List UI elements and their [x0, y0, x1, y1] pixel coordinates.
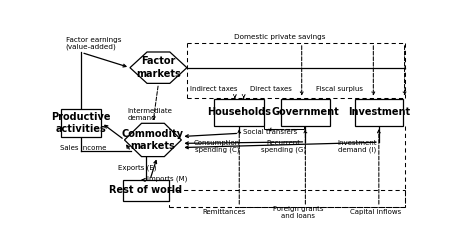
Text: Foreign grants
and loans: Foreign grants and loans: [273, 206, 323, 219]
Text: Domestic private savings: Domestic private savings: [234, 34, 326, 41]
Text: Intermediate
demand: Intermediate demand: [127, 108, 172, 121]
Text: Commodity
markets: Commodity markets: [122, 129, 184, 151]
Polygon shape: [130, 52, 187, 83]
FancyBboxPatch shape: [281, 99, 330, 126]
FancyBboxPatch shape: [214, 99, 264, 126]
Text: Sales income: Sales income: [60, 145, 107, 151]
Text: Remittances: Remittances: [202, 209, 246, 215]
Text: Investment
demand (I): Investment demand (I): [337, 140, 376, 153]
Text: (value-added): (value-added): [66, 44, 117, 50]
Text: Productive
activities: Productive activities: [52, 112, 111, 134]
FancyBboxPatch shape: [61, 109, 101, 137]
Text: Recurrent
spending (G): Recurrent spending (G): [261, 140, 306, 153]
Text: Indirect taxes: Indirect taxes: [190, 86, 237, 92]
Text: Factor
markets: Factor markets: [136, 57, 181, 79]
Text: Households: Households: [207, 107, 271, 117]
FancyBboxPatch shape: [355, 99, 403, 126]
Text: Fiscal surplus: Fiscal surplus: [316, 86, 364, 92]
Text: Capital inflows: Capital inflows: [350, 209, 401, 215]
Text: Imports (M): Imports (M): [147, 175, 188, 182]
Text: Investment: Investment: [348, 107, 410, 117]
Text: Rest of world: Rest of world: [109, 185, 182, 195]
Text: Exports (E): Exports (E): [118, 165, 156, 171]
Text: Direct taxes: Direct taxes: [250, 86, 292, 92]
Text: Factor earnings: Factor earnings: [66, 37, 121, 43]
Polygon shape: [125, 123, 182, 157]
Text: Consumption
spending (C): Consumption spending (C): [194, 140, 240, 153]
FancyBboxPatch shape: [123, 180, 169, 201]
Text: Government: Government: [272, 107, 339, 117]
Text: Social transfers: Social transfers: [243, 129, 298, 135]
